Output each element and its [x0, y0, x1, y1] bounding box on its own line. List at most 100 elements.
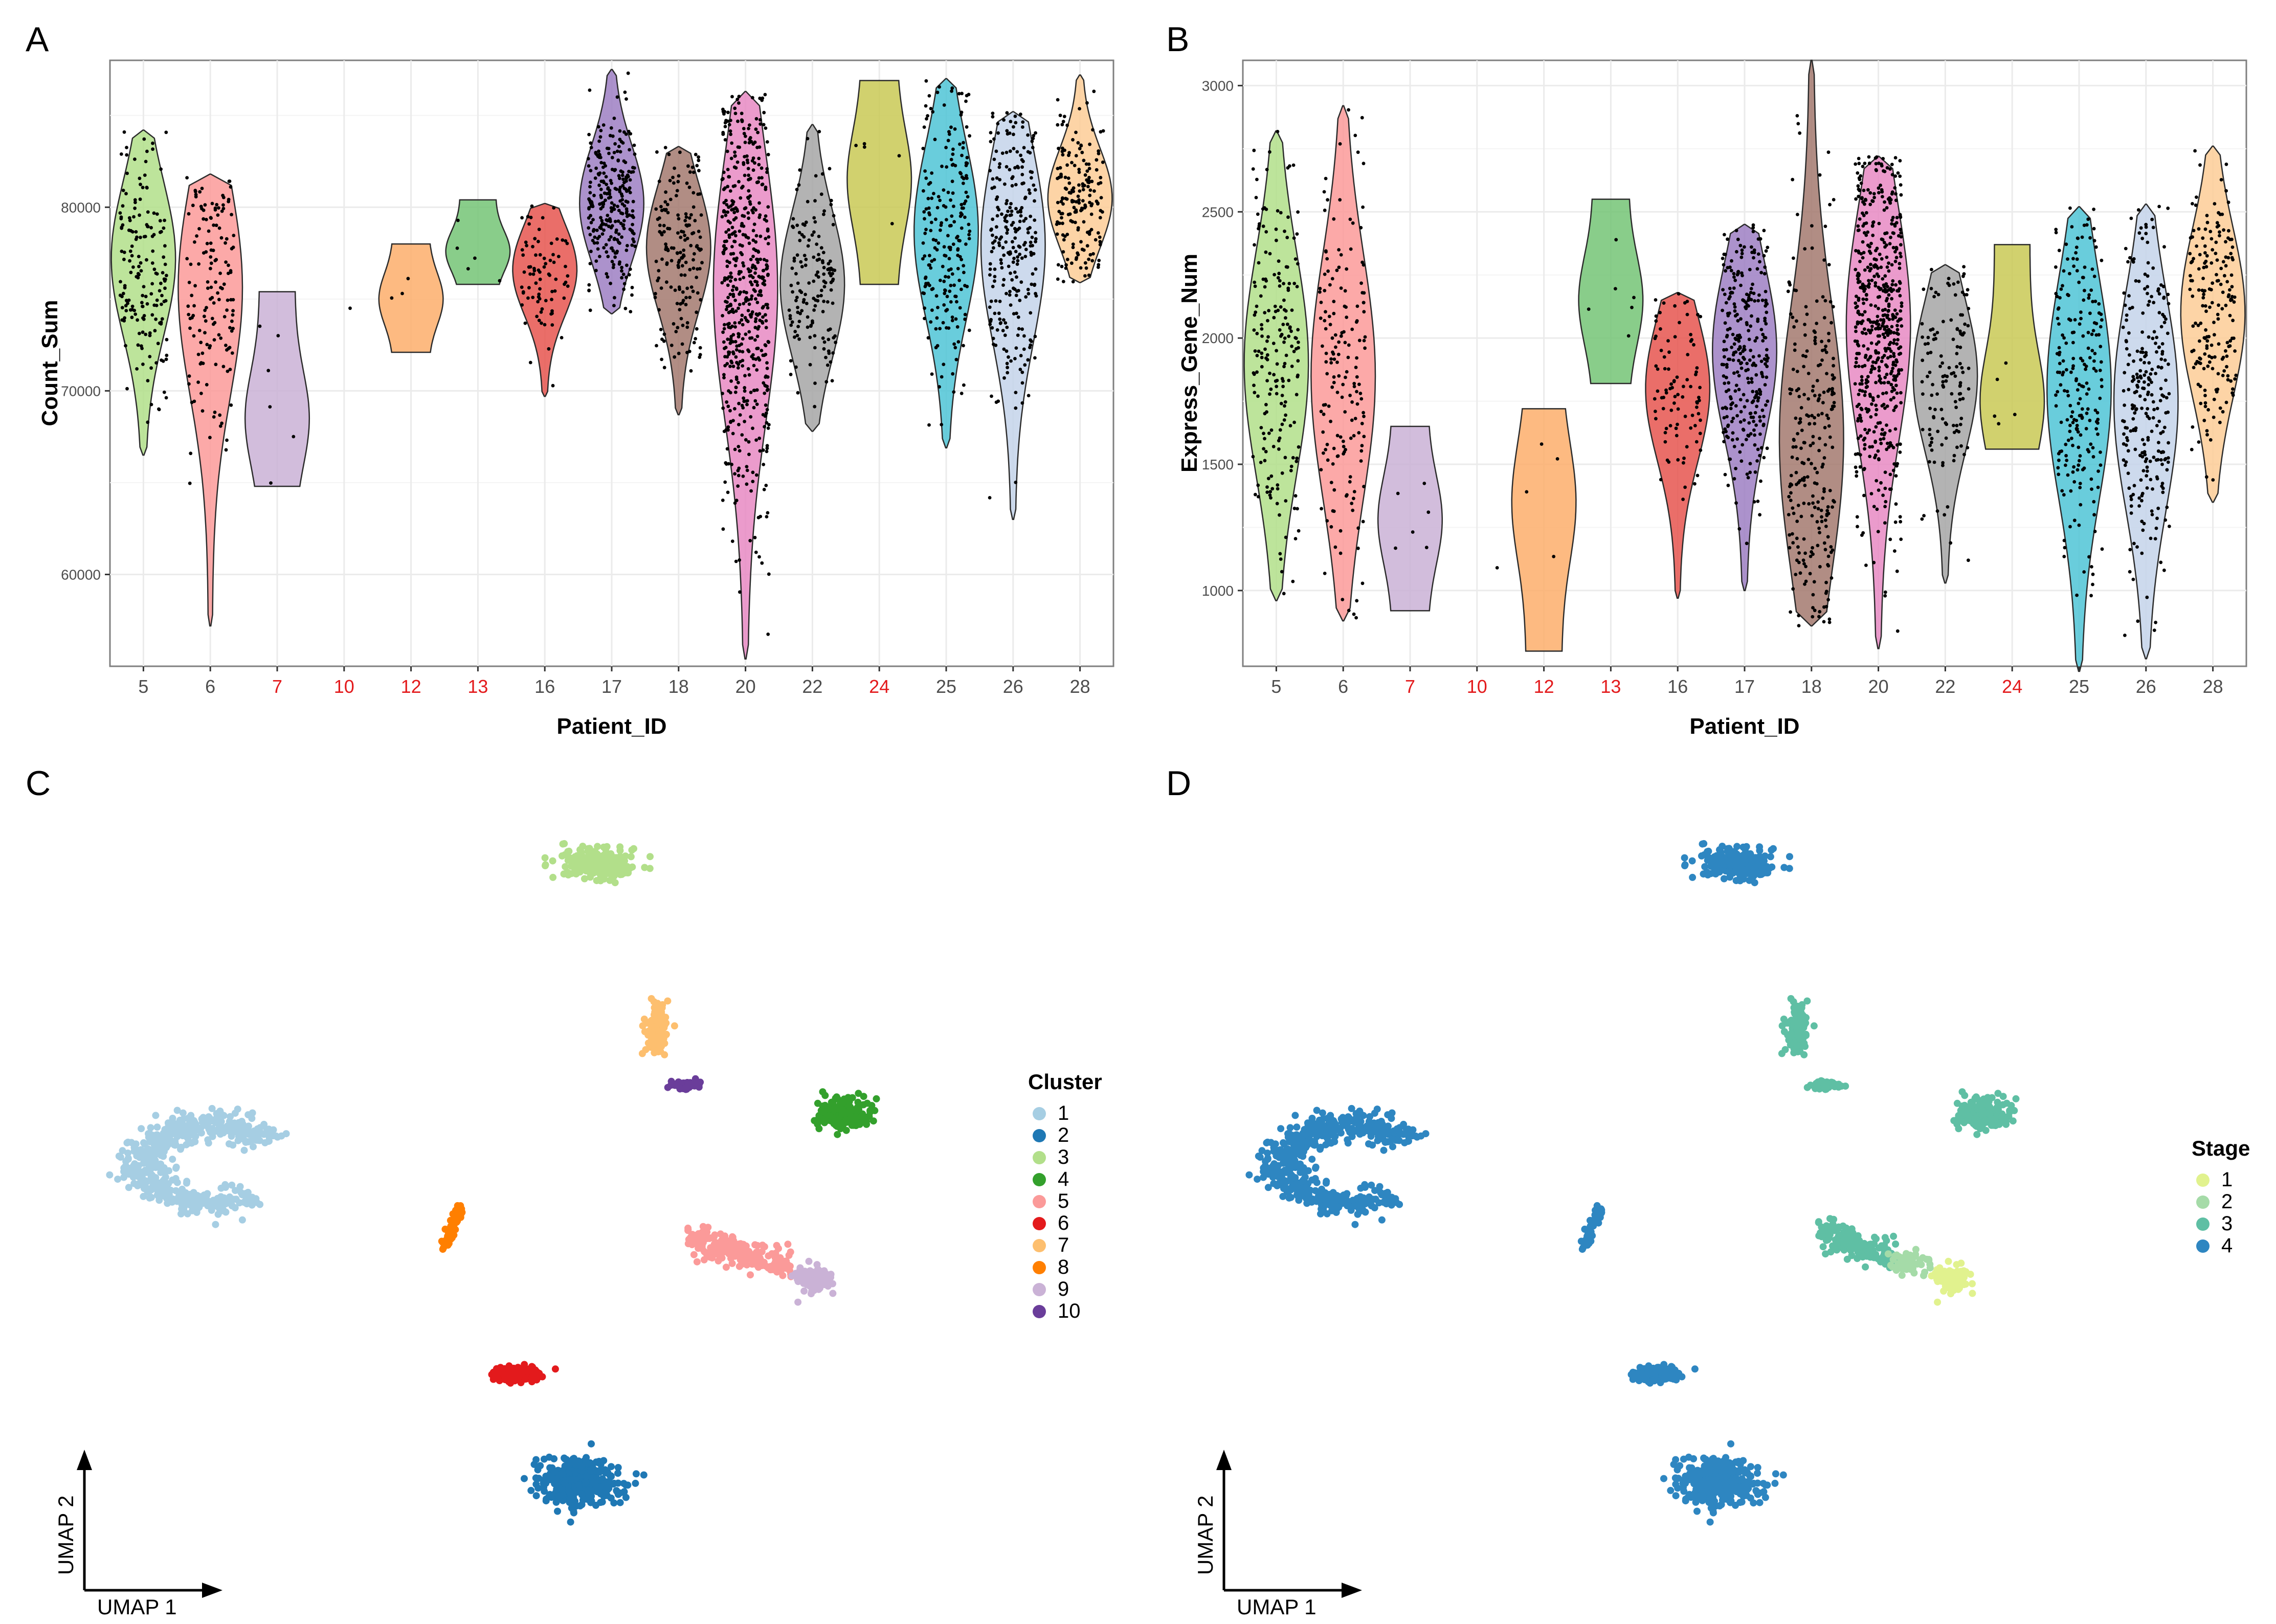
data-point-17 [1730, 291, 1734, 295]
data-point-22 [797, 337, 801, 341]
data-point-20 [725, 305, 729, 308]
data-point-28 [2220, 357, 2224, 361]
data-point-17 [1722, 340, 1726, 344]
data-point-20 [731, 350, 735, 354]
data-point-26 [2150, 393, 2154, 397]
data-point-25 [940, 164, 944, 168]
data-point-25 [948, 289, 952, 293]
data-point-25 [2092, 367, 2096, 371]
data-point-5 [1296, 262, 1300, 266]
data-point-6 [224, 260, 228, 264]
data-point-22 [1966, 446, 1970, 449]
data-point-20 [721, 392, 724, 395]
data-point-25 [2070, 410, 2074, 414]
data-point-22 [1922, 287, 1926, 291]
data-point-6 [226, 369, 230, 373]
data-point-25 [962, 270, 966, 275]
data-point-26 [2124, 426, 2128, 430]
data-point-17 [1753, 396, 1757, 400]
data-point-26 [988, 169, 992, 173]
data-point-6 [1318, 290, 1322, 294]
data-point-25 [2065, 390, 2069, 393]
data-point-26 [1001, 245, 1005, 250]
data-point-5 [1287, 334, 1291, 338]
data-point-25 [2100, 385, 2104, 389]
data-point-26 [989, 131, 993, 134]
data-point-20 [743, 155, 746, 159]
data-point-17 [1729, 395, 1732, 399]
violin-26 [2113, 204, 2179, 660]
data-point-20 [721, 330, 725, 334]
data-point-28 [1091, 128, 1095, 132]
data-point-25 [2096, 485, 2100, 489]
data-point-22 [1938, 365, 1942, 368]
data-point-25 [941, 321, 945, 325]
data-point-5 [155, 272, 159, 276]
violin-5 [1243, 130, 1309, 601]
data-point-6 [1330, 336, 1334, 340]
data-point-26 [2146, 285, 2150, 289]
data-point-20 [749, 415, 753, 419]
data-point-17 [601, 165, 605, 169]
data-point-6 [1332, 380, 1336, 385]
data-point-17 [622, 287, 626, 291]
data-point-6 [1326, 198, 1330, 202]
data-point-26 [1016, 259, 1020, 263]
data-point-17 [1756, 252, 1760, 256]
data-point-20 [1877, 351, 1881, 355]
x-tick-label: 5 [1271, 676, 1281, 697]
data-point-16 [1672, 401, 1676, 405]
data-point-28 [2221, 260, 2225, 264]
data-point-6 [1363, 335, 1367, 339]
data-point-25 [922, 291, 926, 296]
data-point-6 [187, 281, 191, 284]
data-point-16 [548, 259, 552, 262]
data-point-20 [1858, 321, 1862, 325]
data-point-16 [530, 204, 534, 208]
data-point-18 [688, 296, 692, 299]
data-point-26 [2162, 245, 2166, 249]
data-point-17 [1758, 454, 1762, 458]
data-point-6 [229, 403, 233, 407]
data-point-22 [805, 302, 809, 305]
data-point-22 [1953, 400, 1957, 403]
data-point-22 [1955, 428, 1959, 433]
data-point-18 [672, 181, 676, 185]
data-point-20 [1887, 343, 1891, 347]
data-point-26 [2146, 436, 2150, 440]
data-point-20 [1884, 290, 1887, 294]
data-point-6 [1329, 525, 1333, 529]
data-point-28 [2225, 354, 2229, 358]
data-point-26 [2152, 628, 2156, 632]
data-point-25 [964, 242, 968, 246]
data-point-22 [812, 230, 816, 234]
data-point-25 [2078, 459, 2081, 463]
data-point-18 [1806, 458, 1811, 461]
data-point-17 [611, 265, 615, 269]
data-point-18 [679, 251, 682, 255]
data-point-18 [695, 310, 699, 314]
data-point-5 [151, 147, 154, 151]
data-point-17 [1752, 428, 1756, 432]
data-point-28 [2205, 433, 2209, 437]
data-point-5 [128, 249, 132, 253]
data-point-28 [2221, 410, 2225, 414]
data-point-17 [1736, 269, 1741, 274]
data-point-25 [926, 336, 930, 340]
data-point-5 [156, 342, 160, 346]
data-point-25 [2089, 477, 2093, 481]
x-tick-label: 16 [1667, 676, 1688, 697]
data-point-28 [1071, 245, 1075, 250]
data-point-26 [2157, 441, 2160, 444]
data-point-20 [741, 233, 745, 237]
data-point-18 [1787, 513, 1791, 516]
data-point-28 [1079, 240, 1083, 244]
data-point-25 [943, 291, 947, 296]
data-point-17 [609, 235, 613, 239]
data-point-18 [1796, 504, 1800, 507]
data-point-5 [151, 249, 155, 253]
jitter-points [118, 71, 1105, 636]
data-point-5 [1262, 447, 1266, 450]
data-point-20 [742, 396, 745, 400]
data-point-5 [1284, 265, 1288, 269]
